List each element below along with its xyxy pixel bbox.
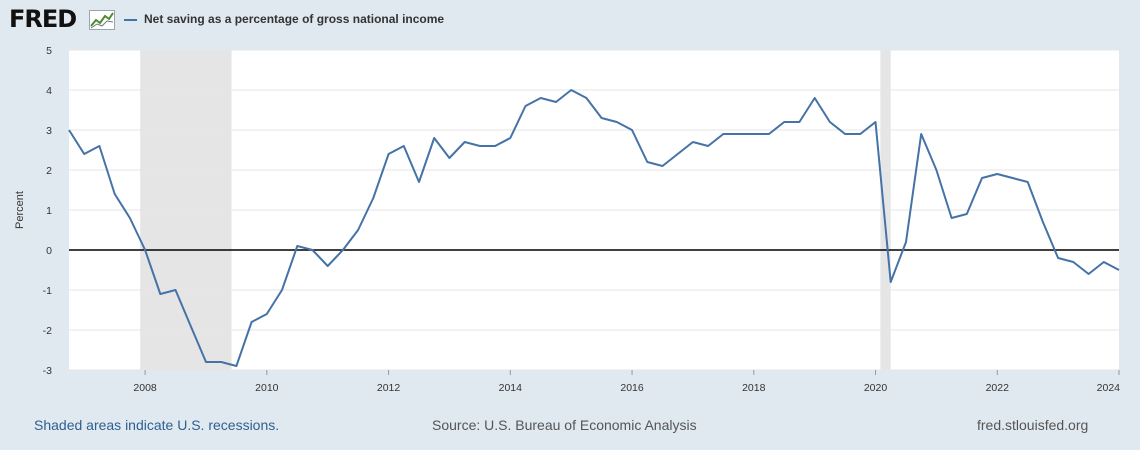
x-tick-label: 2022: [986, 382, 1010, 394]
fred-logo[interactable]: FRED: [9, 5, 77, 33]
x-tick-label: 2012: [377, 382, 401, 394]
legend-series-label: Net saving as a percentage of gross nati…: [144, 12, 445, 26]
y-tick-label: 2: [46, 165, 52, 177]
y-tick-label: 1: [46, 205, 52, 217]
y-tick-label: 3: [46, 125, 52, 137]
y-tick-label: 5: [46, 45, 52, 57]
x-axis-ticks: 2008 2010 2012 2014 2016 2018 2020 2022 2024: [133, 370, 1120, 394]
gridlines: [69, 49, 1119, 371]
data-points: [68, 89, 1120, 367]
x-tick-label: 2018: [742, 382, 766, 394]
y-tick-label: -2: [43, 325, 52, 337]
x-tick-label: 2008: [133, 382, 157, 394]
x-tick-label: 2024: [1097, 382, 1121, 394]
y-tick-label: 4: [46, 85, 52, 97]
y-axis-ticks: 5 4 3 2 1 0 -1 -2 -3: [43, 45, 53, 377]
legend-swatch: [124, 19, 137, 21]
fred-url[interactable]: fred.stlouisfed.org: [977, 417, 1089, 433]
x-tick-label: 2014: [499, 382, 523, 394]
y-tick-label: -1: [43, 285, 52, 297]
x-tick-label: 2010: [255, 382, 279, 394]
x-tick-label: 2020: [864, 382, 888, 394]
chart-header: FRED Net saving as a percentage of gross…: [0, 0, 1140, 40]
y-axis-label: Percent: [14, 191, 26, 229]
recession-note: Shaded areas indicate U.S. recessions.: [34, 417, 280, 433]
source-note: Source: U.S. Bureau of Economic Analysis: [432, 417, 697, 433]
x-tick-label: 2016: [620, 382, 644, 394]
y-tick-label: 0: [46, 245, 52, 257]
chart-area[interactable]: 5 4 3 2 1 0 -1 -2 -3 2008 2010 2012 2014 2016 2018 202…: [0, 36, 1140, 406]
chart-line-icon: [89, 10, 115, 30]
y-tick-label: -3: [43, 365, 52, 377]
series-line[interactable]: [68, 89, 1120, 367]
